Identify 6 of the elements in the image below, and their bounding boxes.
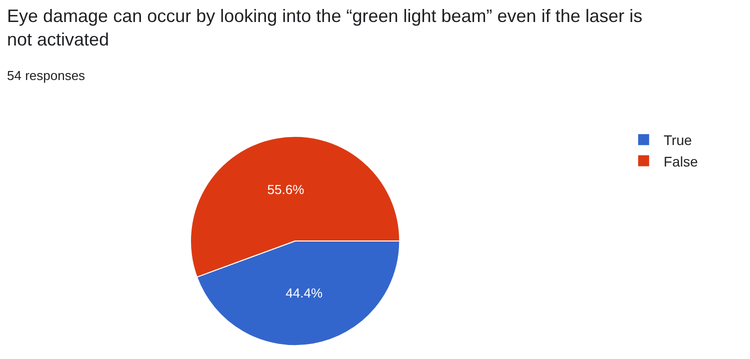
data-label: 55.6% bbox=[267, 182, 305, 198]
chart-title: Eye damage can occur by looking into the “green light beam” even if the laser is not activated bbox=[7, 6, 642, 50]
text: 54 responses bbox=[7, 68, 86, 83]
legend-label: False bbox=[664, 153, 698, 170]
data-label: 44.4% bbox=[286, 285, 323, 300]
legend-label: True bbox=[664, 132, 692, 148]
